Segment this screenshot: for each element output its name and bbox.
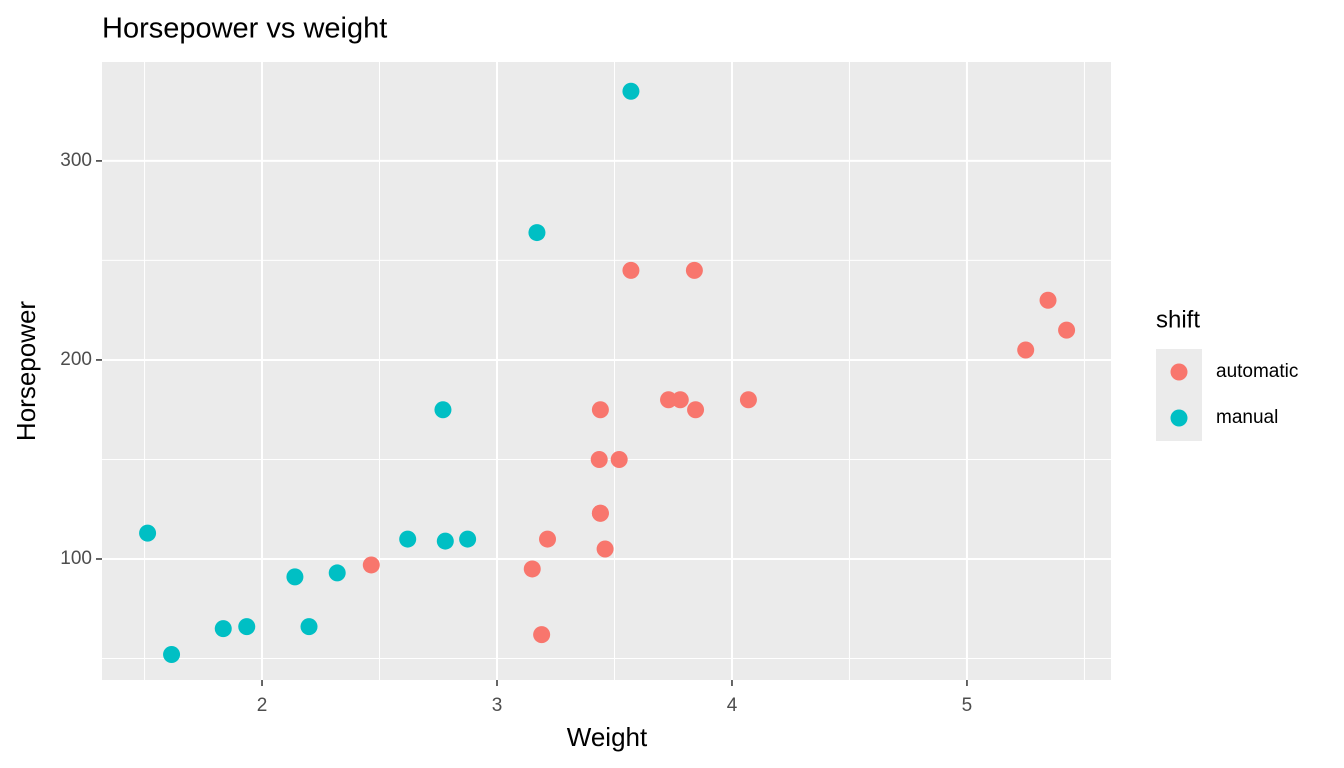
point <box>596 540 614 558</box>
point <box>610 450 628 468</box>
point <box>539 530 557 548</box>
point <box>591 401 609 419</box>
point <box>163 646 181 664</box>
x-tick-label: 4 <box>727 695 738 716</box>
point <box>671 391 689 409</box>
point <box>523 560 541 578</box>
point <box>436 532 454 550</box>
point <box>399 530 417 548</box>
x-axis-label: Weight <box>567 722 648 752</box>
legend-label: manual <box>1216 407 1278 428</box>
x-tick-label: 2 <box>257 695 268 716</box>
x-tick-label: 5 <box>962 695 973 716</box>
point <box>214 620 232 638</box>
point <box>591 504 609 522</box>
y-tick-label: 200 <box>60 349 92 370</box>
point <box>685 261 703 279</box>
x-tick-label: 3 <box>492 695 503 716</box>
point <box>739 391 757 409</box>
legend-label: automatic <box>1216 361 1298 382</box>
point <box>533 626 551 644</box>
legend-swatch <box>1170 363 1188 381</box>
point <box>434 401 452 419</box>
point <box>300 618 318 636</box>
point <box>1039 291 1057 309</box>
point <box>590 450 608 468</box>
point <box>362 556 380 574</box>
point <box>660 391 678 409</box>
point <box>622 261 640 279</box>
legend-title: shift <box>1156 306 1200 333</box>
point <box>328 564 346 582</box>
plot-panel <box>102 62 1111 680</box>
chart-title: Horsepower vs weight <box>102 13 387 45</box>
point <box>687 401 705 419</box>
y-tick-label: 100 <box>60 548 92 569</box>
point <box>1017 341 1035 359</box>
point <box>139 524 157 542</box>
point <box>286 568 304 586</box>
point <box>622 82 640 100</box>
y-axis-label: Horsepower <box>11 301 41 442</box>
point <box>459 530 477 548</box>
point <box>1058 321 1076 339</box>
y-tick-label: 300 <box>60 150 92 171</box>
point <box>238 618 256 636</box>
legend-swatch <box>1170 409 1188 427</box>
point <box>528 224 546 242</box>
